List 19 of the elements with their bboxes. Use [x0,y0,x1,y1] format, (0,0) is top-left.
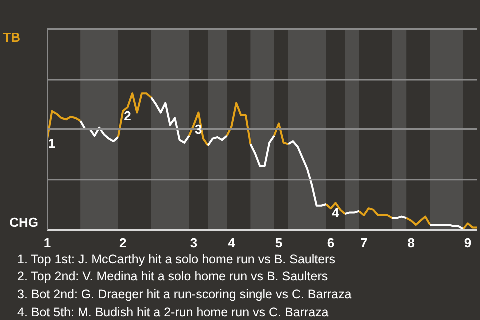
x-tick-label: 4 [228,236,236,250]
x-tick-label: 9 [464,236,472,250]
x-tick-label: 5 [275,236,283,250]
x-tick-label: 1 [44,236,52,250]
annotation: 4 [332,206,340,221]
x-tick-label: 3 [190,236,198,250]
annotation: 2 [124,108,132,124]
text: 4. Bot 5th: M. Budish hit a 2-run home run vs C. Barraza [18,306,329,320]
annotation: 1 [48,136,56,151]
text: CHG [10,214,38,230]
x-tick-label: 2 [119,236,127,250]
x-tick-label: 8 [408,236,415,250]
text: TB [3,30,21,45]
annotation: 3 [194,122,202,138]
text: 3. Bot 2nd: G. Draeger hit a run-scoring single vs C. Barraza [18,288,352,302]
text: 2. Top 2nd: V. Medina hit a solo home run vs B. Saulters [18,270,328,284]
x-tick-label: 7 [360,236,368,250]
text: 1. Top 1st: J. McCarthy hit a solo home run vs B. Saulters [18,252,336,266]
x-tick-label: 6 [327,236,335,250]
